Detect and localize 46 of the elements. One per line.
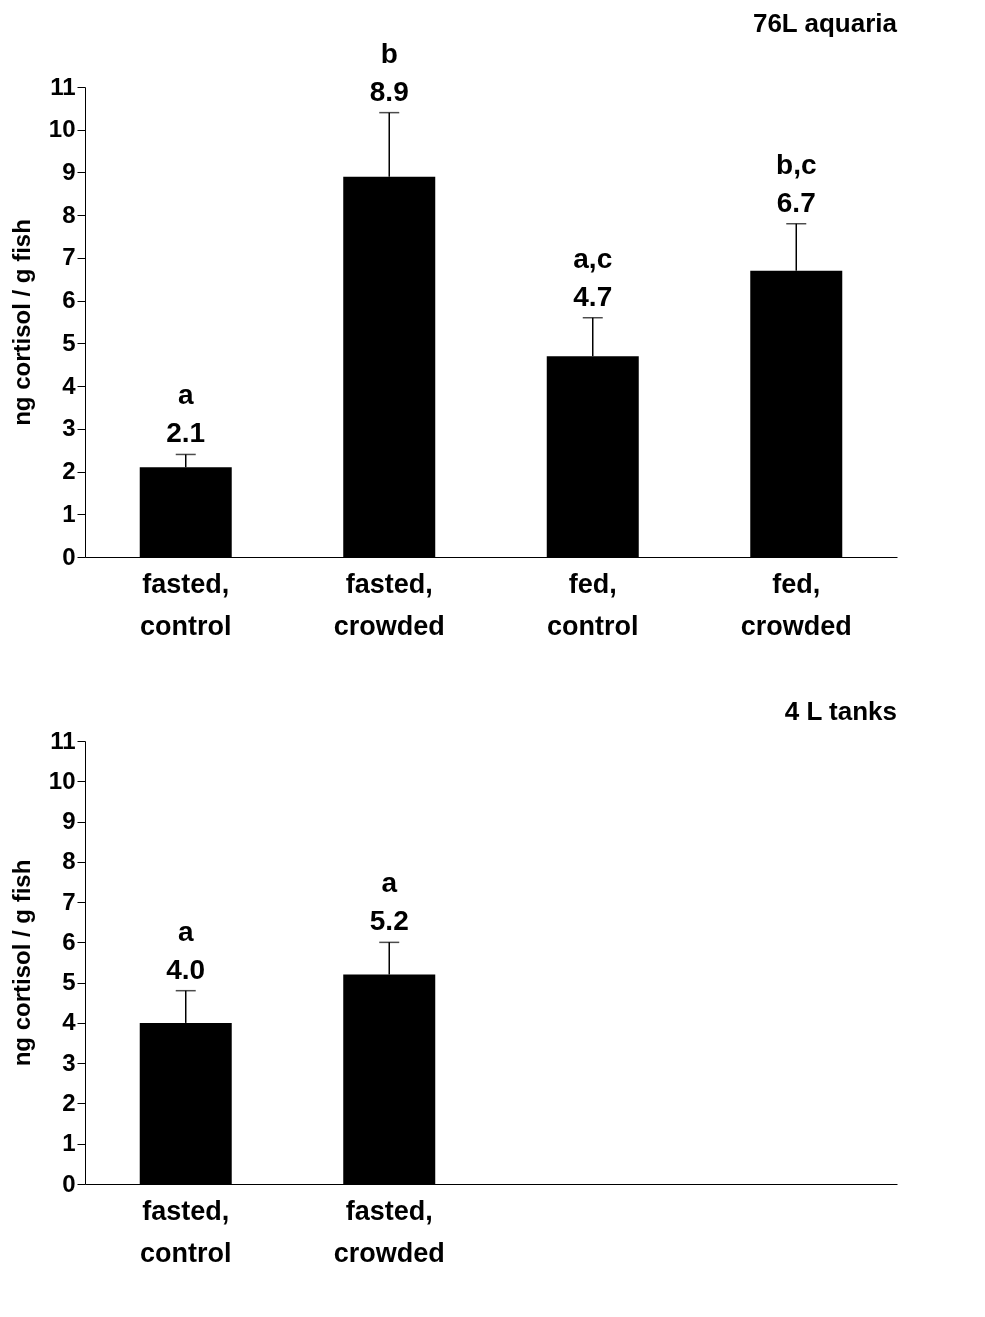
annotation: a	[177, 379, 194, 411]
data-label: 8.9	[369, 75, 409, 107]
x-tick-label: fed, crowded	[740, 568, 852, 641]
y-tick-label: 2	[62, 1088, 76, 1116]
y-tick-label: 5	[62, 328, 76, 356]
y-tick-label: 3	[62, 414, 76, 442]
annotation: a	[381, 867, 398, 899]
chart-title: 4 L tanks	[784, 696, 897, 726]
chart-title: 76L aquaria	[752, 7, 898, 38]
data-label: 6.7	[776, 186, 816, 218]
x-tick-label: fasted, control	[139, 568, 232, 641]
y-axis-title: ng cortisol / g fish	[7, 219, 35, 426]
annotation: a	[177, 915, 194, 947]
y-tick-label: 10	[48, 115, 76, 143]
y-tick-label: 8	[62, 200, 76, 228]
y-tick-label: 11	[50, 72, 76, 100]
x-tick-label: fasted, crowded	[333, 568, 445, 641]
data-label: 5.2	[369, 905, 409, 937]
y-tick-label: 4	[62, 371, 77, 399]
y-axis-title: ng cortisol / g fish	[7, 859, 35, 1067]
y-tick-label: 0	[62, 542, 76, 570]
y-tick-label: 10	[48, 766, 76, 794]
data-label: 4.0	[166, 953, 206, 985]
y-tick-label: 7	[62, 243, 76, 271]
annotation: b,c	[776, 148, 817, 180]
y-tick-label: 6	[62, 927, 76, 955]
annotation: b	[380, 37, 398, 69]
y-tick-label: 9	[62, 807, 76, 835]
y-tick-label: 5	[62, 968, 76, 996]
y-tick-label: 1	[62, 1129, 76, 1157]
y-tick-label: 3	[62, 1048, 76, 1076]
data-label: 4.7	[573, 280, 613, 312]
y-tick-label: 2	[62, 457, 76, 485]
x-tick-label: fed, control	[547, 568, 639, 641]
y-tick-label: 1	[62, 499, 76, 527]
x-tick-label: fasted, control	[139, 1195, 232, 1268]
data-label: 2.1	[166, 417, 206, 449]
y-tick-label: 11	[50, 726, 76, 754]
y-tick-label: 7	[62, 887, 76, 915]
y-tick-label: 6	[62, 286, 76, 314]
y-tick-label: 0	[62, 1169, 76, 1197]
annotation: a,c	[573, 242, 613, 274]
x-tick-label: fasted, crowded	[333, 1195, 445, 1268]
y-tick-label: 8	[62, 847, 76, 875]
y-tick-label: 4	[62, 1008, 77, 1036]
y-tick-label: 9	[62, 157, 76, 185]
